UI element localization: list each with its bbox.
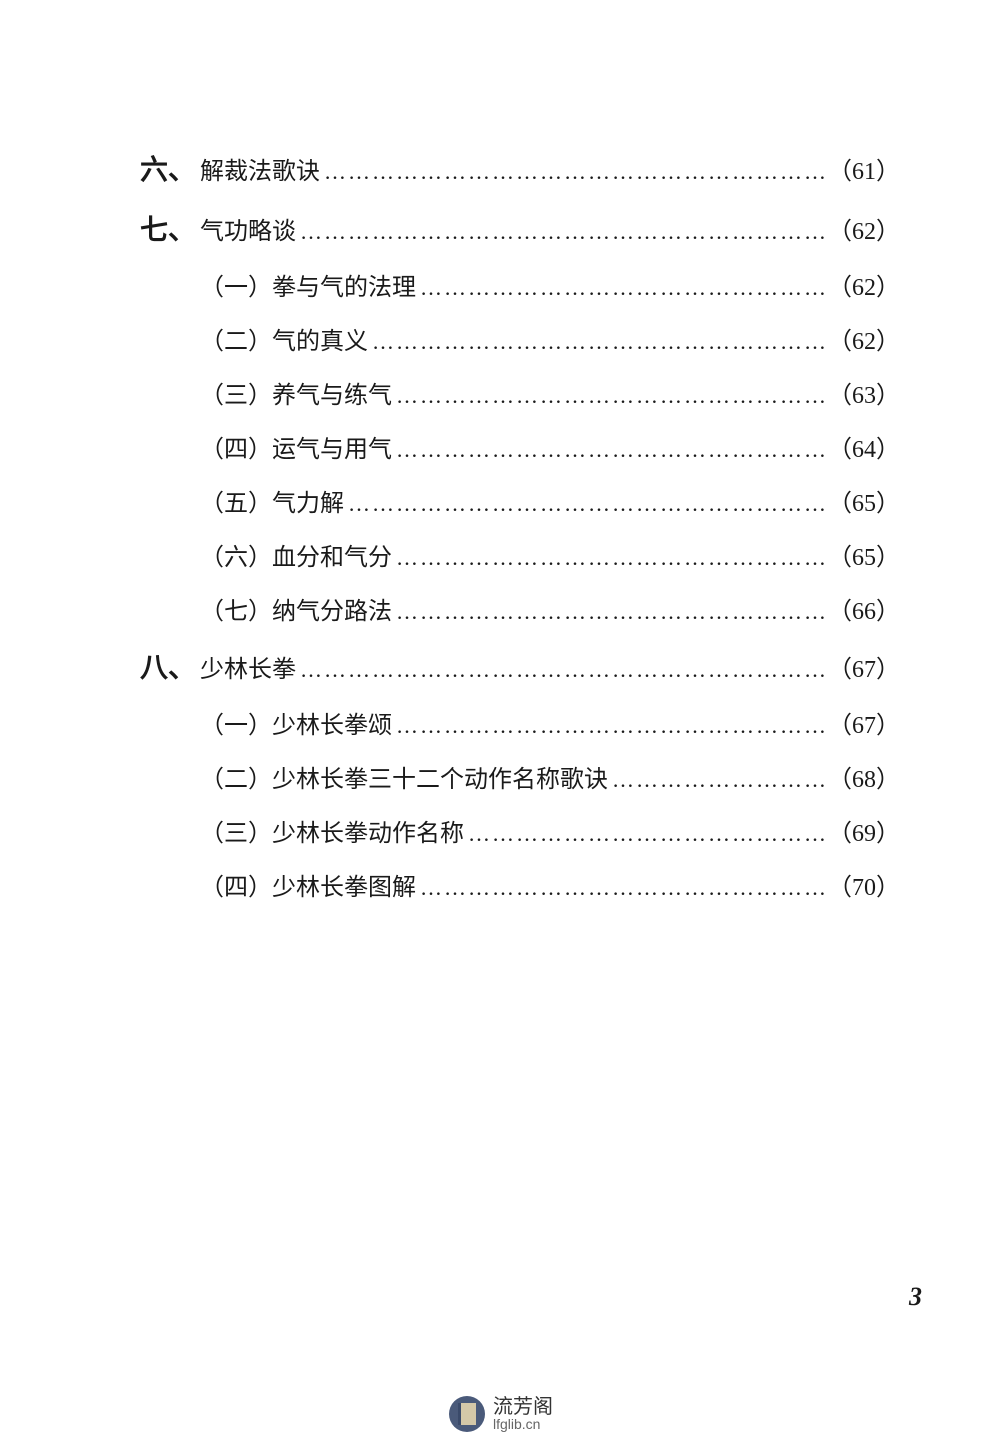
toc-entry-page: （61） bbox=[828, 154, 900, 190]
toc-entry-page: （62） bbox=[828, 270, 900, 306]
toc-entry-label: 少林长拳 bbox=[200, 652, 296, 688]
toc-entry-label: （一）拳与气的法理 bbox=[200, 270, 416, 306]
toc-entry-label: （六）血分和气分 bbox=[200, 540, 392, 576]
toc-entry-page: （67） bbox=[828, 652, 900, 688]
watermark-url: lfglib.cn bbox=[493, 1417, 553, 1431]
watermark: 流芳阁 lfglib.cn bbox=[449, 1396, 553, 1432]
toc-entry-label: （一）少林长拳颂 bbox=[200, 708, 392, 744]
toc-entry-label: 解裁法歌诀 bbox=[200, 154, 320, 190]
toc-leader-dots: …………………………………………………………………………………………………………… bbox=[392, 595, 828, 628]
toc-entry: 六、解裁法歌诀………………………………………………………………………………………… bbox=[140, 150, 900, 192]
toc-leader-dots: …………………………………………………………………………………………………………… bbox=[368, 325, 828, 358]
toc-section-number: 七、 bbox=[140, 210, 200, 252]
toc-leader-dots: …………………………………………………………………………………………………………… bbox=[392, 379, 828, 412]
toc-entry-page: （63） bbox=[828, 378, 900, 414]
toc-entry: （三）少林长拳动作名称……………………………………………………………………………… bbox=[140, 816, 900, 852]
toc-entry: （七）纳气分路法……………………………………………………………………………………… bbox=[140, 594, 900, 630]
toc-section-number: 八、 bbox=[140, 648, 200, 690]
toc-leader-dots: …………………………………………………………………………………………………………… bbox=[416, 871, 828, 904]
toc-entry-page: （64） bbox=[828, 432, 900, 468]
toc-entry-page: （70） bbox=[828, 870, 900, 906]
toc-leader-dots: …………………………………………………………………………………………………………… bbox=[392, 433, 828, 466]
toc-entry-page: （65） bbox=[828, 486, 900, 522]
page-number: 3 bbox=[909, 1282, 922, 1312]
toc-entry-label: （二）气的真义 bbox=[200, 324, 368, 360]
book-icon bbox=[458, 1403, 476, 1425]
watermark-text: 流芳阁 lfglib.cn bbox=[493, 1397, 553, 1431]
toc-entry: （二）少林长拳三十二个动作名称歌诀……………………………………………………………… bbox=[140, 762, 900, 798]
toc-entry: （一）少林长拳颂……………………………………………………………………………………… bbox=[140, 708, 900, 744]
toc-entry-label: 气功略谈 bbox=[200, 214, 296, 250]
toc-entry: （一）拳与气的法理…………………………………………………………………………………… bbox=[140, 270, 900, 306]
toc-leader-dots: …………………………………………………………………………………………………………… bbox=[608, 763, 828, 796]
toc-entry-label: （二）少林长拳三十二个动作名称歌诀 bbox=[200, 762, 608, 798]
toc-leader-dots: …………………………………………………………………………………………………………… bbox=[464, 817, 828, 850]
watermark-logo-icon bbox=[449, 1396, 485, 1432]
toc-entry: 七、气功略谈…………………………………………………………………………………………… bbox=[140, 210, 900, 252]
toc-entry-page: （62） bbox=[828, 214, 900, 250]
toc-entry-label: （七）纳气分路法 bbox=[200, 594, 392, 630]
toc-entry: （三）养气与练气……………………………………………………………………………………… bbox=[140, 378, 900, 414]
toc-entry-label: （四）运气与用气 bbox=[200, 432, 392, 468]
toc-leader-dots: …………………………………………………………………………………………………………… bbox=[344, 487, 828, 520]
toc-entry-page: （65） bbox=[828, 540, 900, 576]
toc-leader-dots: …………………………………………………………………………………………………………… bbox=[296, 215, 828, 248]
toc-entry: （二）气的真义………………………………………………………………………………………… bbox=[140, 324, 900, 360]
toc-entry: （四）少林长拳图解…………………………………………………………………………………… bbox=[140, 870, 900, 906]
toc-entry-page: （67） bbox=[828, 708, 900, 744]
toc-entry-page: （69） bbox=[828, 816, 900, 852]
toc-entry: （六）血分和气分……………………………………………………………………………………… bbox=[140, 540, 900, 576]
toc-leader-dots: …………………………………………………………………………………………………………… bbox=[320, 155, 828, 188]
toc-entry-label: （三）少林长拳动作名称 bbox=[200, 816, 464, 852]
toc-entry-page: （66） bbox=[828, 594, 900, 630]
toc-entry: （四）运气与用气……………………………………………………………………………………… bbox=[140, 432, 900, 468]
toc-content: 六、解裁法歌诀………………………………………………………………………………………… bbox=[140, 150, 900, 924]
toc-entry: 八、少林长拳…………………………………………………………………………………………… bbox=[140, 648, 900, 690]
toc-entry-label: （五）气力解 bbox=[200, 486, 344, 522]
toc-leader-dots: …………………………………………………………………………………………………………… bbox=[416, 271, 828, 304]
watermark-name: 流芳阁 bbox=[493, 1397, 553, 1417]
toc-leader-dots: …………………………………………………………………………………………………………… bbox=[296, 653, 828, 686]
toc-leader-dots: …………………………………………………………………………………………………………… bbox=[392, 541, 828, 574]
toc-entry-page: （62） bbox=[828, 324, 900, 360]
toc-entry-label: （三）养气与练气 bbox=[200, 378, 392, 414]
toc-entry: （五）气力解…………………………………………………………………………………………… bbox=[140, 486, 900, 522]
toc-leader-dots: …………………………………………………………………………………………………………… bbox=[392, 709, 828, 742]
toc-entry-page: （68） bbox=[828, 762, 900, 798]
toc-section-number: 六、 bbox=[140, 150, 200, 192]
toc-entry-label: （四）少林长拳图解 bbox=[200, 870, 416, 906]
